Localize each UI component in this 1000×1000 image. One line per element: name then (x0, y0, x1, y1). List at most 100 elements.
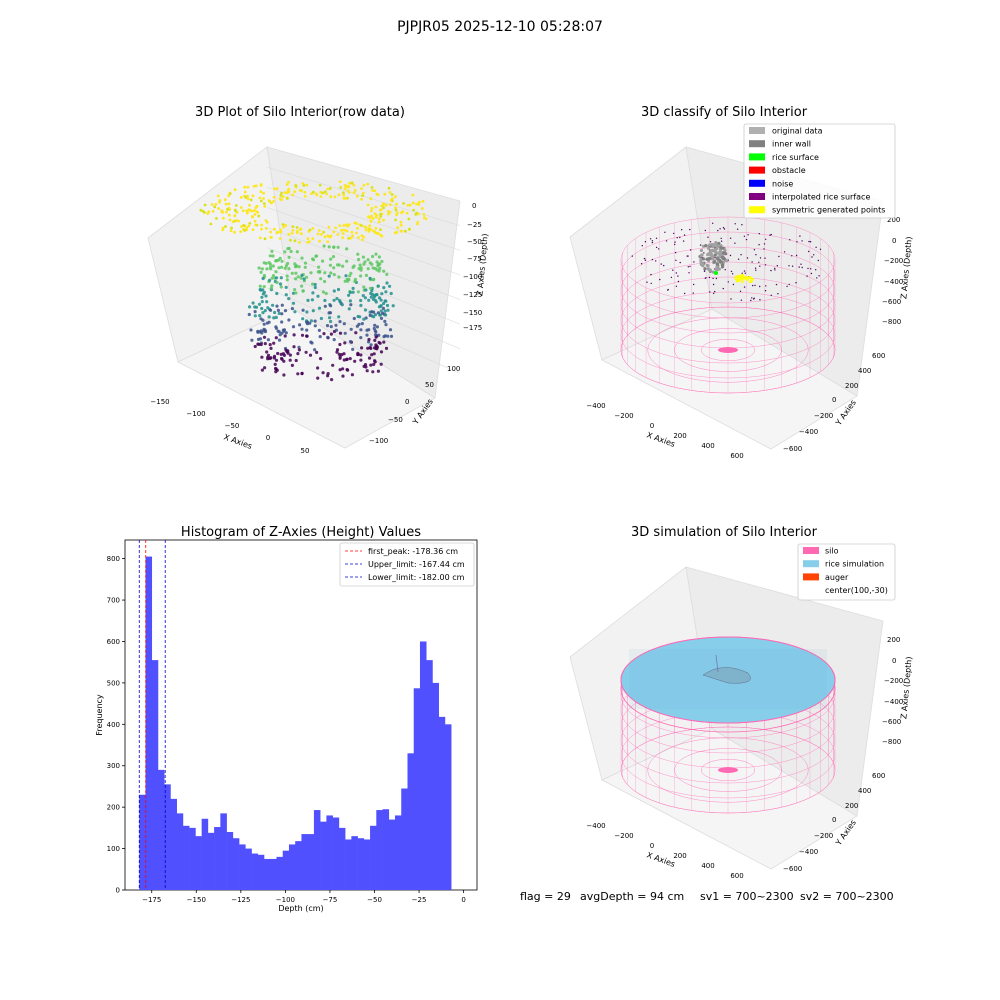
raw-grid-line (266, 207, 461, 276)
raw-point (371, 189, 374, 192)
raw-point (321, 371, 325, 375)
raw-point (247, 312, 251, 317)
classify-z-tick: −800 (882, 318, 901, 326)
raw-point (329, 257, 333, 261)
interpolated-point (776, 265, 778, 267)
raw-point (371, 266, 375, 270)
interpolated-point (813, 254, 815, 256)
histogram-y-tick-label: 200 (107, 804, 120, 812)
raw-point (340, 228, 344, 232)
interpolated-point (764, 264, 767, 266)
inner-wall-point (703, 267, 707, 271)
interpolated-point (745, 238, 748, 241)
raw-point (355, 231, 358, 235)
interpolated-point (679, 236, 681, 239)
raw-point (349, 236, 353, 240)
raw-point (374, 300, 378, 304)
raw-x-tick: −50 (225, 422, 240, 430)
raw-point (282, 225, 286, 229)
raw-point (345, 259, 349, 263)
raw-point (245, 226, 249, 230)
histogram-legend-label: Lower_limit: -182.00 cm (368, 573, 465, 582)
interpolated-point (674, 241, 676, 243)
raw-point (300, 371, 304, 375)
raw-point (373, 313, 378, 317)
raw-point (382, 301, 386, 306)
raw-point (211, 209, 215, 213)
raw-point (224, 225, 227, 228)
raw-point (242, 224, 246, 227)
raw-point (260, 306, 264, 311)
interpolated-point (672, 269, 674, 271)
raw-point (265, 267, 269, 271)
raw-point (329, 332, 333, 336)
rice-simulation-dip (702, 667, 751, 684)
raw-point (395, 202, 398, 206)
raw-point (331, 363, 335, 367)
raw-point (291, 229, 295, 232)
interpolated-point (791, 255, 793, 257)
raw-point (269, 265, 273, 269)
raw-point (237, 219, 241, 223)
raw-point (362, 183, 366, 187)
raw-point (382, 340, 386, 344)
raw-point (305, 328, 309, 332)
classify-legend-label: inner wall (772, 140, 811, 149)
interpolated-point (774, 269, 776, 271)
raw-x-label: X Axies (222, 432, 253, 451)
raw-point (377, 232, 380, 236)
raw-point (256, 337, 261, 341)
raw-point (272, 354, 277, 358)
symmetric-point (750, 280, 753, 283)
raw-point (373, 189, 376, 193)
raw-point (384, 299, 388, 303)
raw-point (290, 231, 294, 235)
raw-point (343, 331, 347, 335)
raw-point (341, 236, 345, 240)
raw-point (367, 337, 371, 342)
raw-point (259, 184, 263, 187)
interpolated-point (655, 260, 657, 262)
classify-3d-panel: 3D classify of Silo Interior −400 −200 0… (569, 105, 914, 460)
raw-point (386, 334, 390, 338)
inner-wall-point (715, 244, 720, 248)
raw-point (306, 237, 310, 241)
raw-point (291, 325, 296, 329)
raw-point (239, 206, 243, 209)
raw-point (234, 204, 238, 207)
raw-point (266, 353, 271, 357)
raw-point (360, 187, 363, 191)
raw-point (278, 237, 282, 240)
classify-x-tick-labels: −400 −200 0 200 400 600 (586, 402, 743, 460)
raw-point (347, 307, 351, 311)
classify-legend-label: original data (772, 127, 823, 136)
raw-point (262, 329, 266, 333)
raw-point (287, 255, 291, 259)
raw-point (305, 310, 309, 314)
inner-wall-point (699, 248, 704, 253)
interpolated-point (717, 229, 719, 232)
histogram-y-tick-label: 0 (116, 887, 120, 895)
raw-point (313, 348, 317, 352)
interpolated-point (798, 266, 800, 268)
interpolated-point (670, 276, 673, 279)
raw-point (276, 258, 281, 262)
histogram-bar (395, 815, 402, 890)
auger-marker (715, 654, 719, 673)
raw-point (388, 284, 392, 288)
raw-point (358, 263, 362, 267)
raw-point (310, 298, 314, 302)
histogram-bar (270, 858, 277, 890)
interpolated-point (693, 283, 695, 286)
simulation-y-tick-labels: 600 400 200 0 −200 −400 −600 (783, 772, 885, 873)
raw-point (263, 237, 267, 241)
raw-point (346, 279, 350, 283)
raw-point (269, 235, 273, 239)
raw-point (245, 209, 249, 213)
raw-point (267, 199, 271, 203)
raw-point (252, 184, 256, 188)
raw-point (311, 237, 315, 241)
raw-z-tick: 0 (472, 202, 476, 210)
histogram-x-label: Depth (cm) (278, 904, 323, 913)
interpolated-point (651, 241, 654, 244)
